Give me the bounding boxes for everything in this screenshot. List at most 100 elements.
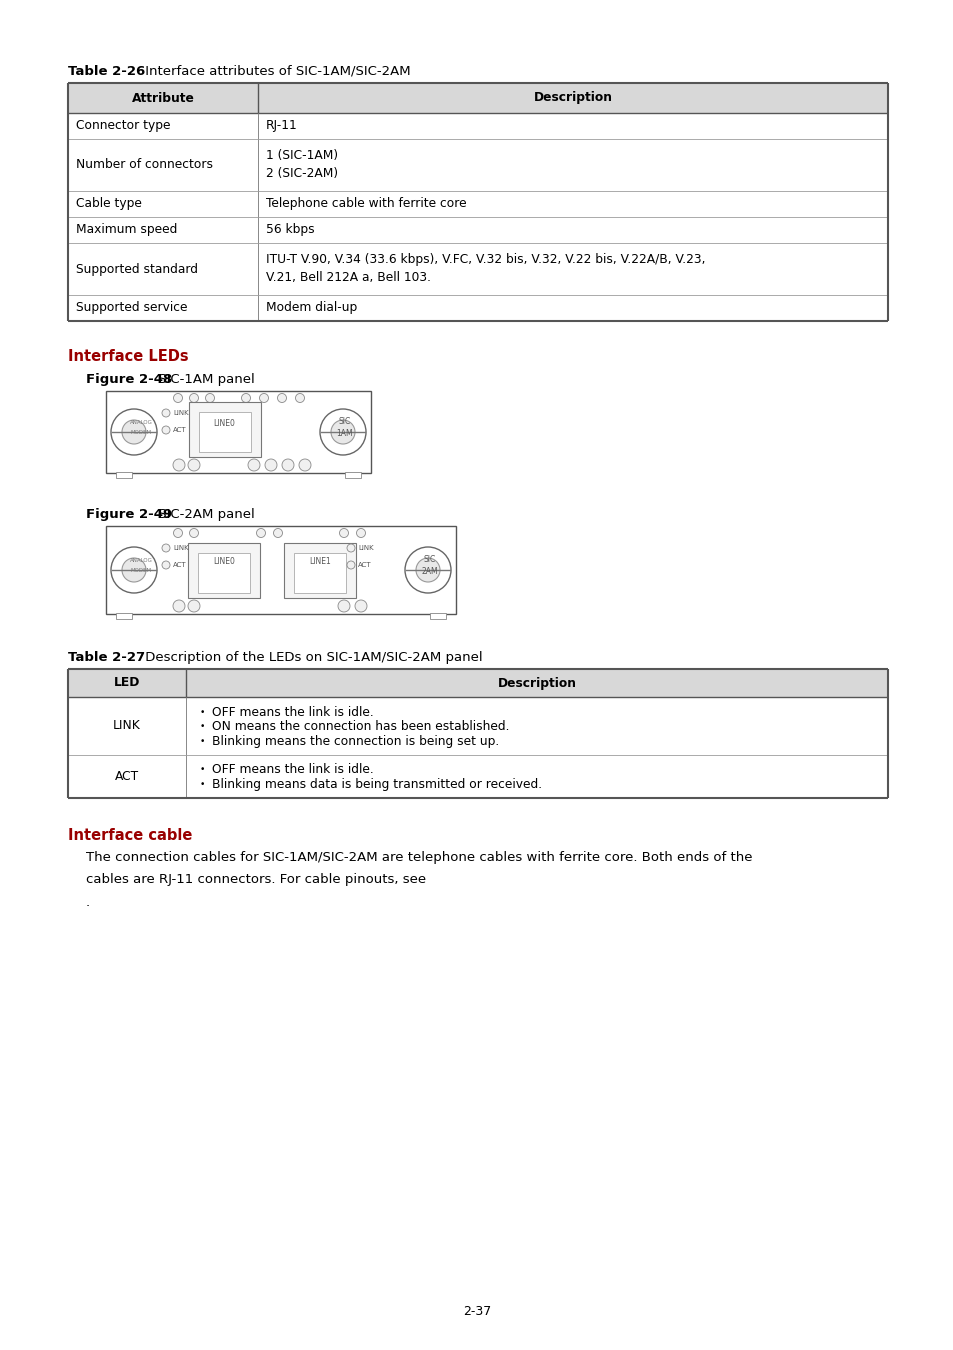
Text: Figure 2-49: Figure 2-49 bbox=[86, 508, 172, 521]
Bar bbox=[345, 472, 360, 478]
Text: Connector type: Connector type bbox=[76, 120, 171, 132]
Text: LINE0: LINE0 bbox=[213, 558, 234, 567]
Bar bbox=[284, 543, 355, 598]
Text: ITU-T V.90, V.34 (33.6 kbps), V.FC, V.32 bis, V.32, V.22 bis, V.22A/B, V.23,: ITU-T V.90, V.34 (33.6 kbps), V.FC, V.32… bbox=[266, 254, 705, 266]
Circle shape bbox=[122, 558, 146, 582]
Bar bbox=[189, 402, 261, 458]
Circle shape bbox=[331, 420, 355, 444]
Circle shape bbox=[319, 409, 366, 455]
Circle shape bbox=[277, 393, 286, 402]
Circle shape bbox=[162, 562, 170, 568]
Text: SIC: SIC bbox=[338, 417, 351, 427]
Text: LINK: LINK bbox=[357, 545, 374, 551]
Circle shape bbox=[122, 420, 146, 444]
Text: LINE1: LINE1 bbox=[309, 558, 331, 567]
Text: LINK: LINK bbox=[113, 720, 141, 732]
Text: •: • bbox=[200, 737, 205, 745]
Text: Modem dial-up: Modem dial-up bbox=[266, 301, 356, 315]
Text: •: • bbox=[200, 780, 205, 788]
Circle shape bbox=[295, 393, 304, 402]
Text: LINE0: LINE0 bbox=[213, 420, 234, 428]
Text: Maximum speed: Maximum speed bbox=[76, 224, 177, 236]
Circle shape bbox=[355, 599, 367, 612]
Bar bbox=[116, 472, 132, 478]
Text: Table 2-27: Table 2-27 bbox=[68, 651, 145, 664]
Circle shape bbox=[274, 528, 282, 537]
Text: Supported standard: Supported standard bbox=[76, 262, 198, 275]
Circle shape bbox=[347, 544, 355, 552]
Text: Telephone cable with ferrite core: Telephone cable with ferrite core bbox=[266, 197, 466, 211]
Text: The connection cables for SIC-1AM/SIC-2AM are telephone cables with ferrite core: The connection cables for SIC-1AM/SIC-2A… bbox=[86, 852, 752, 864]
Text: Description of the LEDs on SIC-1AM/SIC-2AM panel: Description of the LEDs on SIC-1AM/SIC-2… bbox=[141, 651, 482, 664]
Bar bbox=[198, 554, 250, 593]
Circle shape bbox=[205, 393, 214, 402]
Text: RJ-11: RJ-11 bbox=[266, 120, 297, 132]
Text: •: • bbox=[200, 765, 205, 775]
Circle shape bbox=[347, 562, 355, 568]
Text: Cable type: Cable type bbox=[76, 197, 142, 211]
Circle shape bbox=[265, 459, 276, 471]
Circle shape bbox=[356, 528, 365, 537]
Circle shape bbox=[162, 544, 170, 552]
Text: ACT: ACT bbox=[357, 562, 372, 568]
Text: V.21, Bell 212A a, Bell 103.: V.21, Bell 212A a, Bell 103. bbox=[266, 271, 431, 285]
Text: SIC-1AM panel: SIC-1AM panel bbox=[153, 373, 254, 386]
Bar bbox=[188, 543, 260, 598]
Text: ANALOG: ANALOG bbox=[130, 558, 152, 563]
Text: •: • bbox=[200, 722, 205, 732]
Text: Number of connectors: Number of connectors bbox=[76, 158, 213, 171]
Text: LINK: LINK bbox=[172, 545, 189, 551]
Text: .: . bbox=[86, 895, 90, 909]
Text: MODEM: MODEM bbox=[131, 568, 152, 572]
Text: LED: LED bbox=[113, 676, 140, 690]
Bar bbox=[106, 526, 456, 614]
Circle shape bbox=[172, 599, 185, 612]
Text: Blinking means data is being transmitted or received.: Blinking means data is being transmitted… bbox=[212, 778, 541, 791]
Text: OFF means the link is idle.: OFF means the link is idle. bbox=[212, 763, 374, 776]
Text: Table 2-26: Table 2-26 bbox=[68, 65, 145, 78]
Circle shape bbox=[111, 547, 157, 593]
Bar bbox=[199, 412, 251, 452]
Text: Interface attributes of SIC-1AM/SIC-2AM: Interface attributes of SIC-1AM/SIC-2AM bbox=[141, 65, 410, 78]
Circle shape bbox=[416, 558, 439, 582]
Circle shape bbox=[188, 459, 200, 471]
Text: ACT: ACT bbox=[172, 562, 187, 568]
Text: Figure 2-48: Figure 2-48 bbox=[86, 373, 172, 386]
Circle shape bbox=[162, 409, 170, 417]
Text: Interface LEDs: Interface LEDs bbox=[68, 350, 189, 365]
Bar bbox=[68, 670, 887, 697]
Text: LINK: LINK bbox=[172, 410, 189, 416]
Text: Attribute: Attribute bbox=[132, 92, 194, 104]
Circle shape bbox=[173, 528, 182, 537]
Text: 56 kbps: 56 kbps bbox=[266, 224, 314, 236]
Bar bbox=[106, 392, 371, 472]
Bar bbox=[294, 554, 346, 593]
Text: ACT: ACT bbox=[172, 427, 187, 433]
Text: ON means the connection has been established.: ON means the connection has been establi… bbox=[212, 721, 509, 733]
Circle shape bbox=[248, 459, 260, 471]
Text: 2AM: 2AM bbox=[421, 567, 437, 576]
Text: Description: Description bbox=[533, 92, 612, 104]
Text: 2 (SIC-2AM): 2 (SIC-2AM) bbox=[266, 167, 337, 181]
Circle shape bbox=[339, 528, 348, 537]
Text: MODEM: MODEM bbox=[131, 431, 152, 435]
Circle shape bbox=[298, 459, 311, 471]
Text: ACT: ACT bbox=[114, 769, 139, 783]
Circle shape bbox=[259, 393, 268, 402]
Circle shape bbox=[190, 528, 198, 537]
Text: Description: Description bbox=[497, 676, 576, 690]
Text: OFF means the link is idle.: OFF means the link is idle. bbox=[212, 706, 374, 718]
Text: SIC: SIC bbox=[423, 555, 436, 564]
Circle shape bbox=[256, 528, 265, 537]
Text: Supported service: Supported service bbox=[76, 301, 188, 315]
Text: 1AM: 1AM bbox=[336, 429, 353, 437]
Circle shape bbox=[241, 393, 251, 402]
Circle shape bbox=[173, 393, 182, 402]
Circle shape bbox=[111, 409, 157, 455]
Text: 1 (SIC-1AM): 1 (SIC-1AM) bbox=[266, 150, 337, 162]
Text: •: • bbox=[200, 707, 205, 717]
Text: Interface cable: Interface cable bbox=[68, 828, 193, 842]
Circle shape bbox=[405, 547, 451, 593]
Text: SIC-2AM panel: SIC-2AM panel bbox=[153, 508, 254, 521]
Circle shape bbox=[162, 427, 170, 433]
